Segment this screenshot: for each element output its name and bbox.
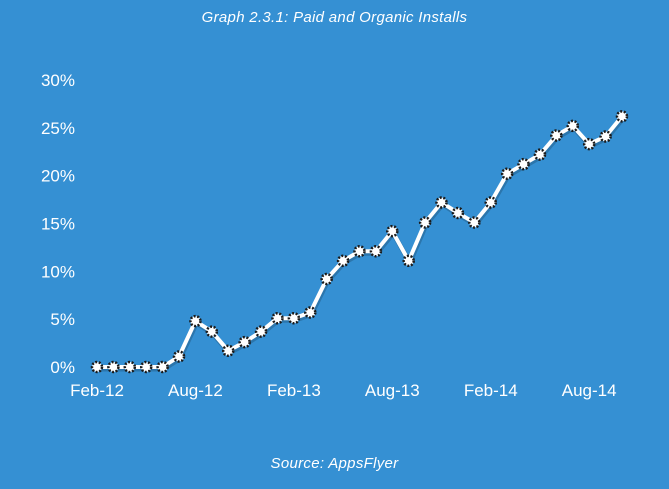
data-point <box>189 314 202 328</box>
data-point <box>123 360 137 374</box>
data-point <box>222 344 235 357</box>
x-tick-label: Feb-12 <box>70 381 124 400</box>
x-axis: Feb-12 Aug-12 Feb-13 Aug-13 Feb-14 Aug-14 <box>70 381 617 400</box>
y-tick-label: 25% <box>41 119 75 138</box>
chart-source: Source: AppsFlyer <box>270 455 399 472</box>
data-point <box>386 224 399 238</box>
series-layer <box>90 110 629 374</box>
data-point <box>500 167 514 181</box>
data-point <box>271 311 284 325</box>
x-tick-label: Feb-13 <box>267 381 321 400</box>
data-point <box>468 216 481 229</box>
data-point <box>369 244 383 258</box>
data-point <box>205 325 219 338</box>
data-point <box>615 110 629 123</box>
data-point <box>550 129 563 142</box>
data-point <box>238 335 251 349</box>
y-tick-label: 15% <box>41 215 75 234</box>
data-point <box>582 137 596 151</box>
x-tick-label: Feb-14 <box>464 381 518 400</box>
data-point <box>304 306 317 319</box>
data-point <box>287 311 301 325</box>
data-point <box>484 196 497 209</box>
data-point <box>402 254 415 268</box>
y-tick-label: 10% <box>41 262 75 281</box>
data-point <box>599 130 612 143</box>
data-point <box>320 272 333 286</box>
y-axis: 0% 5% 10% 15% 20% 25% 30% <box>41 71 75 377</box>
data-point <box>254 325 268 338</box>
y-tick-label: 5% <box>50 310 75 329</box>
data-point <box>139 360 153 374</box>
data-point <box>517 157 530 171</box>
data-point <box>107 360 120 374</box>
chart-title: Graph 2.3.1: Paid and Organic Installs <box>201 9 468 26</box>
data-point <box>435 196 448 209</box>
data-point <box>353 244 366 258</box>
data-point <box>90 360 104 374</box>
x-tick-label: Aug-13 <box>365 381 420 400</box>
data-point <box>336 254 350 268</box>
data-point <box>172 350 186 363</box>
data-point <box>418 216 432 229</box>
data-point <box>156 360 169 374</box>
y-tick-label: 20% <box>41 167 75 186</box>
data-point <box>566 119 580 133</box>
x-tick-label: Aug-12 <box>168 381 223 400</box>
data-point <box>533 148 547 161</box>
x-tick-label: Aug-14 <box>562 381 617 400</box>
data-point <box>451 206 465 220</box>
y-tick-label: 0% <box>50 358 75 377</box>
y-tick-label: 30% <box>41 71 75 90</box>
